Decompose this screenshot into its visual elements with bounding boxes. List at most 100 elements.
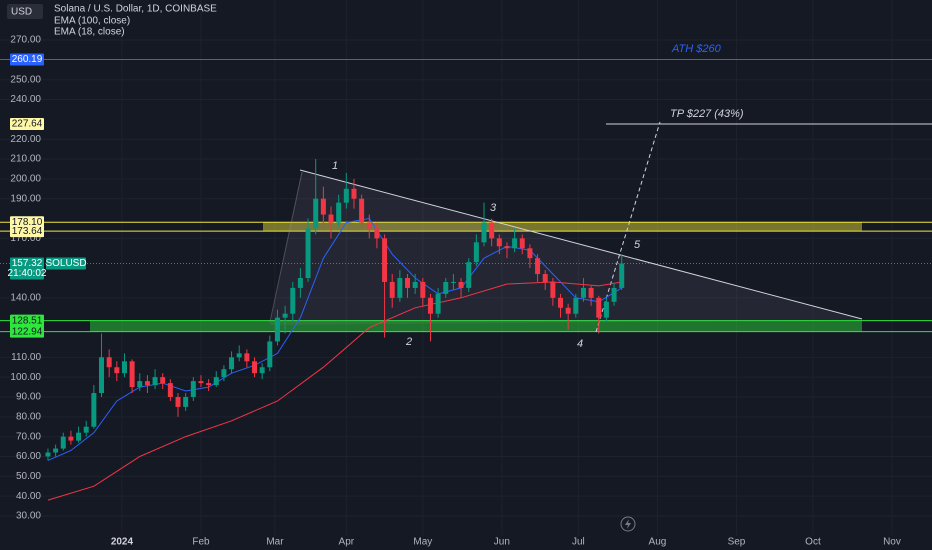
candle-body: [458, 281, 464, 288]
level-tag: 178.10: [12, 217, 43, 228]
candle-body: [619, 263, 625, 288]
candle-body: [535, 258, 541, 275]
wave-label: 2: [405, 336, 412, 348]
replay-icon[interactable]: [620, 516, 636, 532]
y-tick-label: 170.00: [10, 233, 41, 244]
ath-label: ATH $260: [671, 43, 722, 55]
candle-body: [611, 287, 617, 302]
candle-body: [473, 242, 479, 263]
candle-body: [144, 381, 150, 386]
candle-body: [596, 297, 602, 318]
symbol-title: Solana / U.S. Dollar, 1D, COINBASE: [54, 4, 217, 15]
candle-body: [274, 317, 280, 342]
candle-body: [305, 228, 311, 279]
y-tick-label: 40.00: [16, 491, 41, 502]
candle-body: [206, 383, 212, 386]
candle-body: [45, 452, 51, 457]
candle-body: [420, 281, 426, 298]
candle-body: [435, 293, 441, 314]
candle-body: [76, 432, 82, 441]
candle-body: [359, 198, 365, 223]
zone: [263, 222, 862, 232]
candle-body: [137, 381, 143, 388]
y-tick-label: 270.00: [10, 35, 41, 46]
candle-body: [412, 281, 418, 288]
candle-body: [542, 274, 548, 282]
currency[interactable]: USD: [11, 7, 32, 18]
currency-button[interactable]: [7, 4, 43, 19]
candle-body: [466, 262, 472, 288]
candle-body: [175, 396, 181, 407]
y-tick-label: 110.00: [11, 352, 41, 363]
candle-body: [60, 436, 66, 449]
candle-body: [244, 353, 250, 362]
candle-body: [152, 377, 158, 386]
candle-body: [573, 297, 579, 314]
candle-body: [374, 228, 380, 239]
level-tag: 227.64: [12, 119, 43, 130]
candle-body: [99, 357, 105, 394]
y-tick-label: 80.00: [16, 411, 41, 422]
candle-body: [481, 222, 487, 243]
candle-body: [290, 287, 296, 314]
candle-body: [328, 214, 334, 223]
symbol-tag-bg: [46, 257, 86, 270]
candle-body: [68, 436, 74, 441]
candle-body: [83, 426, 89, 433]
countdown-tag: 21:40:02: [8, 268, 47, 279]
candle-body: [297, 278, 303, 288]
x-tick-label: Jul: [572, 537, 585, 548]
candle-body: [198, 381, 204, 384]
x-tick-label: 2024: [111, 537, 134, 548]
zone: [90, 320, 862, 332]
lightning-icon[interactable]: [625, 519, 631, 529]
candle-body: [496, 238, 502, 247]
candle-body: [183, 396, 189, 407]
level-tag: 128.51: [12, 315, 43, 326]
ema-line: [47, 217, 622, 461]
level-tag-bg: [10, 314, 44, 327]
candle-body: [504, 246, 510, 249]
wave-label: 5: [634, 239, 641, 251]
candle-body: [558, 297, 564, 308]
candle-body: [351, 188, 357, 199]
candle-body: [221, 369, 227, 378]
triangle-shade: [270, 170, 862, 325]
level-tag: 122.94: [12, 326, 43, 337]
x-tick-label: Feb: [192, 537, 210, 548]
x-tick-label: Aug: [649, 537, 667, 548]
y-tick-label: 50.00: [16, 471, 41, 482]
level-tag: 260.19: [12, 54, 43, 65]
candle-body: [489, 222, 495, 239]
x-tick-label: May: [413, 537, 432, 548]
trendline: [299, 169, 863, 320]
candle-body: [91, 393, 97, 427]
candle-body: [106, 357, 112, 368]
candle-body: [167, 383, 173, 397]
candle-body: [190, 381, 196, 397]
y-tick-label: 140.00: [10, 292, 41, 303]
y-tick-label: 200.00: [10, 174, 41, 185]
candle-body: [443, 281, 449, 294]
x-tick-label: Nov: [883, 537, 901, 548]
candle-body: [336, 202, 342, 223]
candle-body: [405, 278, 411, 288]
last-price-tag: 157.32: [12, 258, 43, 269]
candle-body: [527, 248, 533, 259]
x-tick-label: Apr: [339, 537, 355, 548]
x-tick-label: Sep: [728, 537, 746, 548]
y-tick-label: 210.00: [10, 154, 41, 165]
candle-body: [236, 353, 242, 358]
background: [0, 59, 932, 333]
y-tick-label: 240.00: [10, 94, 41, 105]
candle-body: [397, 278, 403, 298]
wave-label: 4: [577, 338, 583, 350]
candle-body: [320, 198, 326, 215]
wave-label: 1: [332, 160, 338, 172]
candle-body: [229, 357, 235, 370]
candle-body: [129, 361, 135, 388]
candle-body: [343, 188, 349, 203]
candle-body: [252, 361, 258, 374]
legend-entry: EMA (18, close): [54, 27, 125, 38]
